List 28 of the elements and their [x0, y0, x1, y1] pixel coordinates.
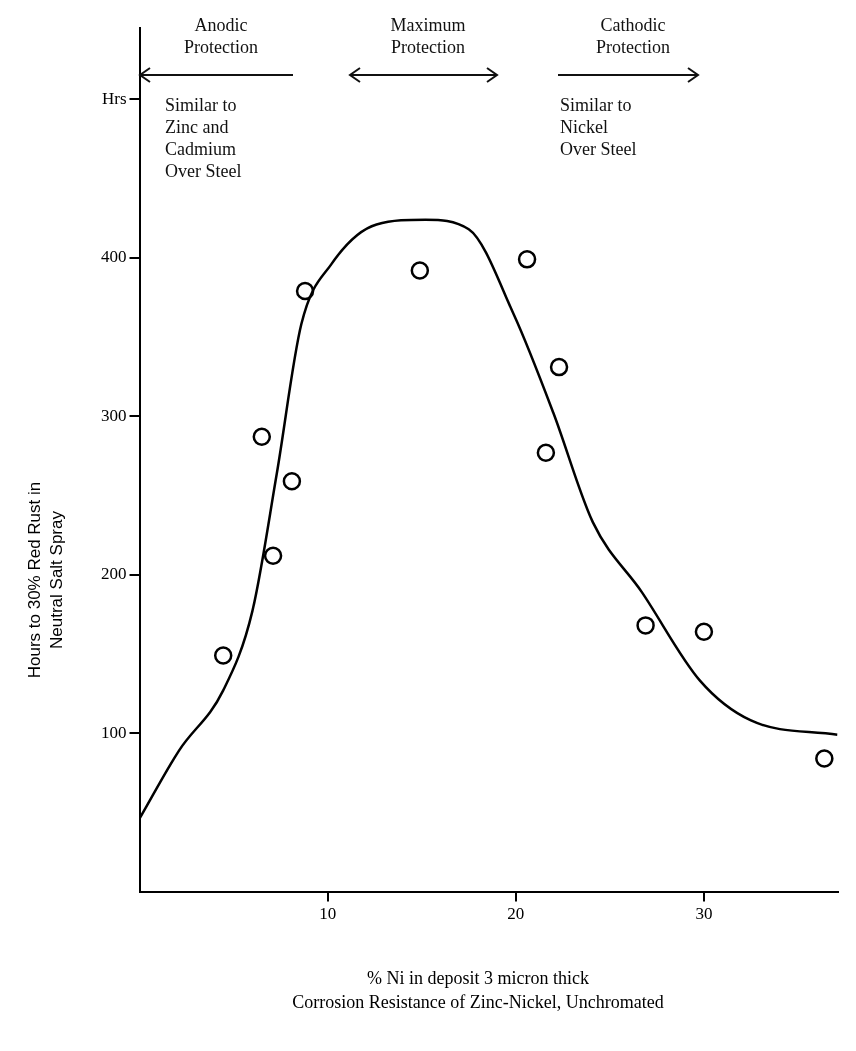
point: [549, 357, 569, 377]
point: [282, 471, 302, 491]
point: [517, 250, 537, 269]
x-tick-label: 20: [507, 904, 525, 924]
y-tick-label: Hrs: [101, 88, 127, 108]
x-tick-label: 30: [695, 904, 713, 924]
annotation: Cathodic Protection: [595, 14, 671, 58]
x-axis-title: % Ni in deposit 3 micron thick: [366, 967, 590, 990]
annotation: Similar to Nickel Over Steel: [560, 94, 638, 160]
point: [410, 261, 430, 280]
y-tick-label: 100: [101, 722, 127, 742]
annotation: Maximum Protection: [389, 14, 467, 58]
y-tick-label: 300: [101, 405, 127, 425]
y-axis-title: Hours to 30% Red Rust in Neutral Salt Spray: [24, 480, 67, 680]
point: [636, 616, 655, 635]
point: [815, 749, 834, 768]
point: [252, 427, 272, 447]
y-tick-label: 200: [101, 564, 127, 584]
x-tick-label: 10: [319, 904, 337, 924]
point: [263, 546, 283, 565]
point: [694, 622, 714, 641]
point: [536, 443, 556, 462]
annotation: Similar to Zinc and Cadmium Over Steel: [165, 94, 243, 182]
text: Corrosion Resistance of Zinc-Nickel, Unchromated: [291, 991, 665, 1014]
y-tick-label: 400: [101, 247, 127, 267]
annotation: Anodic Protection: [183, 14, 259, 58]
point: [295, 281, 315, 301]
point: [213, 646, 233, 665]
